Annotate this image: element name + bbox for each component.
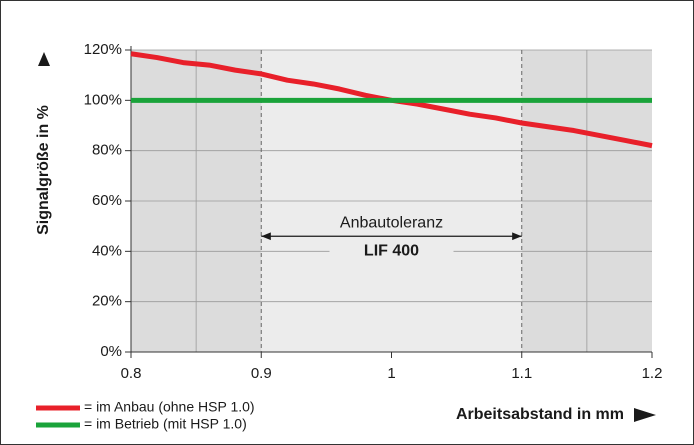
y-tick-label: 40%	[92, 242, 122, 259]
annotation-label: Anbautoleranz	[340, 214, 443, 231]
legend-label: = im Betrieb (mit HSP 1.0)	[84, 416, 247, 432]
y-axis-label: Signalgröße in %	[35, 105, 52, 235]
y-tick-label: 100%	[84, 91, 122, 108]
x-tick-label: 1	[387, 365, 395, 382]
legend-label: = im Anbau (ohne HSP 1.0)	[84, 399, 255, 415]
x-tick-label: 0.8	[121, 365, 142, 382]
y-arrow	[38, 52, 50, 66]
annotation-sublabel: LIF 400	[364, 242, 419, 259]
x-tick-label: 0.9	[251, 365, 272, 382]
x-tick-label: 1.2	[642, 365, 663, 382]
y-tick-label: 20%	[92, 293, 122, 310]
y-tick-label: 60%	[92, 192, 122, 209]
y-tick-label: 0%	[100, 343, 122, 360]
y-tick-label: 120%	[84, 41, 122, 58]
x-tick-label: 1.1	[511, 365, 532, 382]
x-arrow	[634, 408, 656, 422]
annotation-bg	[329, 239, 454, 264]
y-tick-label: 80%	[92, 142, 122, 159]
x-axis-label: Arbeitsabstand in mm	[456, 406, 624, 423]
